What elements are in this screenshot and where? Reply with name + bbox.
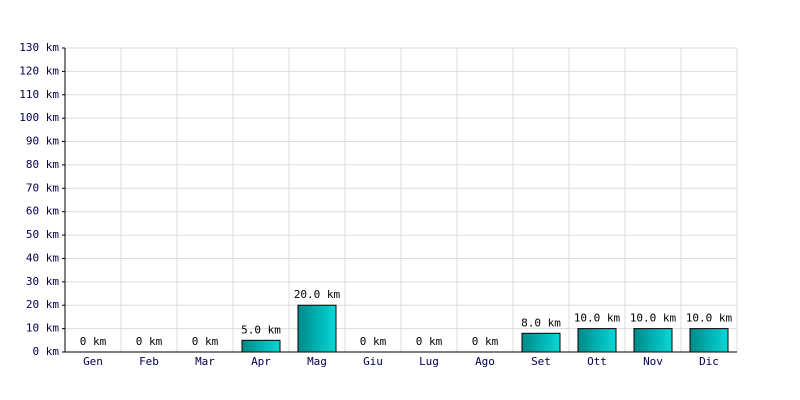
x-tick-label: Set <box>531 355 551 368</box>
bar <box>521 332 561 353</box>
x-tick-label: Feb <box>139 355 159 368</box>
bar <box>689 328 729 353</box>
y-tick-label: 50 km <box>26 228 59 241</box>
value-label: 0 km <box>192 335 219 348</box>
x-tick-label: Gen <box>83 355 103 368</box>
y-tick-label: 60 km <box>26 205 59 218</box>
y-tick-label: 100 km <box>19 111 59 124</box>
x-tick-label: Nov <box>643 355 663 368</box>
y-tick-label: 130 km <box>19 41 59 54</box>
y-tick-label: 90 km <box>26 135 59 148</box>
bar <box>241 339 281 353</box>
y-tick-label: 30 km <box>26 275 59 288</box>
x-tick-label: Ago <box>475 355 495 368</box>
value-label: 20.0 km <box>294 288 341 301</box>
x-tick-label: Mag <box>307 355 327 368</box>
x-tick-label: Dic <box>699 355 719 368</box>
value-label: 0 km <box>360 335 387 348</box>
x-tick-label: Lug <box>419 355 439 368</box>
value-label: 10.0 km <box>686 312 733 325</box>
bar <box>297 304 337 353</box>
value-label: 0 km <box>472 335 499 348</box>
bar <box>633 328 673 353</box>
y-tick-label: 40 km <box>26 251 59 264</box>
value-label: 10.0 km <box>630 312 677 325</box>
y-tick-label: 80 km <box>26 158 59 171</box>
x-tick-label: Giu <box>363 355 383 368</box>
y-tick-label: 110 km <box>19 88 59 101</box>
value-label: 0 km <box>136 335 163 348</box>
x-tick-label: Mar <box>195 355 215 368</box>
y-tick-label: 120 km <box>19 64 59 77</box>
y-tick-label: 70 km <box>26 181 59 194</box>
value-label: 5.0 km <box>241 323 281 336</box>
value-label: 10.0 km <box>574 312 621 325</box>
value-label: 8.0 km <box>521 316 561 329</box>
y-tick-label: 0 km <box>33 345 60 358</box>
bar <box>577 328 617 353</box>
value-label: 0 km <box>416 335 443 348</box>
value-label: 0 km <box>80 335 107 348</box>
y-tick-label: 10 km <box>26 322 59 335</box>
x-tick-label: Ott <box>587 355 607 368</box>
y-tick-label: 20 km <box>26 298 59 311</box>
x-tick-label: Apr <box>251 355 271 368</box>
